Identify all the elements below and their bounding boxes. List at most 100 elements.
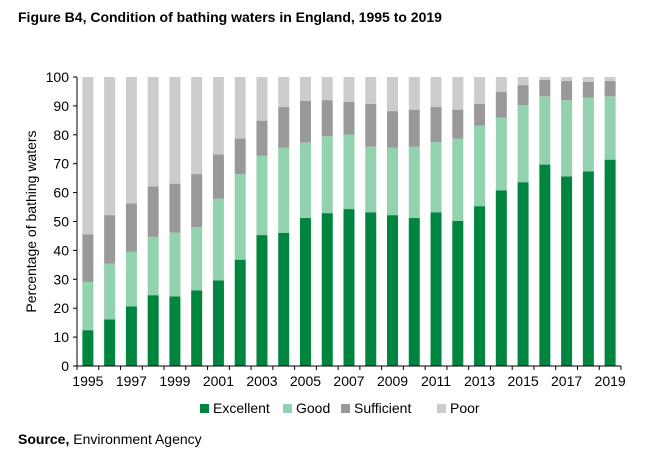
legend-label-good: Good bbox=[296, 400, 330, 416]
bar-good-2016 bbox=[539, 96, 551, 165]
source-note: Source, Environment Agency bbox=[18, 431, 202, 447]
bar-sufficient-2019 bbox=[604, 81, 616, 97]
bar-poor-2012 bbox=[452, 77, 464, 110]
bar-excellent-2014 bbox=[495, 190, 507, 366]
bar-sufficient-1998 bbox=[147, 186, 159, 237]
bar-poor-1995 bbox=[82, 77, 94, 235]
bar-excellent-2011 bbox=[430, 212, 442, 366]
legend-swatch-excellent bbox=[200, 404, 209, 413]
x-tick-label: 1999 bbox=[159, 373, 190, 389]
bar-good-2008 bbox=[365, 146, 377, 213]
bar-excellent-2009 bbox=[387, 215, 399, 366]
bar-sufficient-2007 bbox=[343, 101, 355, 135]
legend-label-excellent: Excellent bbox=[213, 400, 270, 416]
legend-swatch-good bbox=[283, 404, 292, 413]
bar-poor-2005 bbox=[299, 77, 311, 101]
y-axis-label: Percentage of bathing waters bbox=[23, 130, 39, 312]
bar-sufficient-2000 bbox=[191, 174, 203, 228]
bar-excellent-2007 bbox=[343, 209, 355, 366]
bar-sufficient-2002 bbox=[234, 138, 246, 175]
x-tick-label: 2019 bbox=[595, 373, 626, 389]
bar-poor-2017 bbox=[561, 77, 573, 82]
bar-good-2010 bbox=[408, 146, 420, 219]
x-tick-label: 2011 bbox=[421, 373, 451, 389]
bar-poor-2003 bbox=[256, 77, 268, 121]
bar-excellent-1998 bbox=[147, 295, 159, 366]
bar-good-2005 bbox=[299, 142, 311, 219]
y-tick-label: 50 bbox=[53, 214, 69, 230]
bar-excellent-2016 bbox=[539, 164, 551, 366]
source-text: Environment Agency bbox=[69, 431, 202, 447]
bar-poor-1997 bbox=[125, 77, 137, 204]
bar-good-1999 bbox=[169, 232, 181, 297]
bar-excellent-2002 bbox=[234, 259, 246, 366]
bar-poor-1996 bbox=[104, 77, 116, 216]
bar-good-2011 bbox=[430, 142, 442, 213]
legend-swatch-sufficient bbox=[341, 404, 350, 413]
bar-sufficient-2001 bbox=[212, 154, 224, 199]
bar-excellent-2018 bbox=[582, 171, 594, 366]
bar-sufficient-1995 bbox=[82, 234, 94, 282]
bar-sufficient-2008 bbox=[365, 103, 377, 147]
bar-sufficient-2004 bbox=[278, 107, 290, 148]
bar-poor-2002 bbox=[234, 77, 246, 139]
bar-poor-2007 bbox=[343, 77, 355, 102]
bar-good-2004 bbox=[278, 147, 290, 233]
bar-sufficient-2013 bbox=[474, 103, 486, 126]
bar-excellent-2013 bbox=[474, 206, 486, 366]
bar-good-2009 bbox=[387, 147, 399, 216]
chart-title: Figure B4, Condition of bathing waters i… bbox=[18, 9, 442, 25]
bar-excellent-2000 bbox=[191, 290, 203, 366]
x-tick-label: 2015 bbox=[508, 373, 539, 389]
bar-sufficient-2015 bbox=[517, 85, 529, 106]
bar-sufficient-2010 bbox=[408, 109, 420, 147]
bar-sufficient-1997 bbox=[125, 203, 137, 252]
legend-label-sufficient: Sufficient bbox=[354, 400, 411, 416]
bar-poor-1998 bbox=[147, 77, 159, 187]
y-tick-label: 80 bbox=[53, 127, 69, 143]
bar-poor-2008 bbox=[365, 77, 377, 104]
x-tick-label: 1997 bbox=[116, 373, 147, 389]
bar-excellent-2019 bbox=[604, 159, 616, 366]
bar-good-2018 bbox=[582, 97, 594, 172]
bar-good-2015 bbox=[517, 105, 529, 183]
bar-excellent-1995 bbox=[82, 330, 94, 366]
bar-excellent-2012 bbox=[452, 220, 464, 366]
bar-excellent-2017 bbox=[561, 176, 573, 366]
bar-sufficient-2016 bbox=[539, 79, 551, 97]
y-tick-label: 90 bbox=[53, 98, 69, 114]
bar-good-2019 bbox=[604, 96, 616, 160]
bar-poor-2004 bbox=[278, 77, 290, 108]
bar-good-2000 bbox=[191, 227, 203, 291]
bar-good-2014 bbox=[495, 117, 507, 191]
bar-good-1997 bbox=[125, 251, 137, 307]
bar-sufficient-2006 bbox=[321, 100, 333, 137]
bar-excellent-2015 bbox=[517, 182, 529, 366]
x-tick-label: 2017 bbox=[551, 373, 582, 389]
bar-sufficient-2009 bbox=[387, 111, 399, 148]
y-tick-label: 100 bbox=[46, 69, 70, 85]
bar-good-1995 bbox=[82, 281, 94, 331]
bar-poor-2015 bbox=[517, 77, 529, 86]
y-tick-label: 70 bbox=[53, 156, 69, 172]
bar-excellent-2006 bbox=[321, 213, 333, 366]
bar-sufficient-1996 bbox=[104, 215, 116, 264]
bar-sufficient-2005 bbox=[299, 100, 311, 143]
bar-excellent-1997 bbox=[125, 306, 137, 366]
x-tick-label: 2001 bbox=[203, 373, 234, 389]
bar-excellent-2010 bbox=[408, 218, 420, 366]
bar-poor-2009 bbox=[387, 77, 399, 112]
bar-poor-2011 bbox=[430, 77, 442, 108]
bar-good-2007 bbox=[343, 134, 355, 210]
bar-excellent-2004 bbox=[278, 232, 290, 366]
x-tick-label: 2009 bbox=[377, 373, 408, 389]
bar-good-2006 bbox=[321, 136, 333, 214]
bar-poor-2019 bbox=[604, 77, 616, 82]
bar-good-2003 bbox=[256, 155, 268, 236]
bar-excellent-2003 bbox=[256, 235, 268, 366]
bar-poor-2013 bbox=[474, 77, 486, 104]
bar-good-2001 bbox=[212, 198, 224, 281]
bar-sufficient-2003 bbox=[256, 120, 268, 156]
x-tick-label: 2013 bbox=[464, 373, 495, 389]
